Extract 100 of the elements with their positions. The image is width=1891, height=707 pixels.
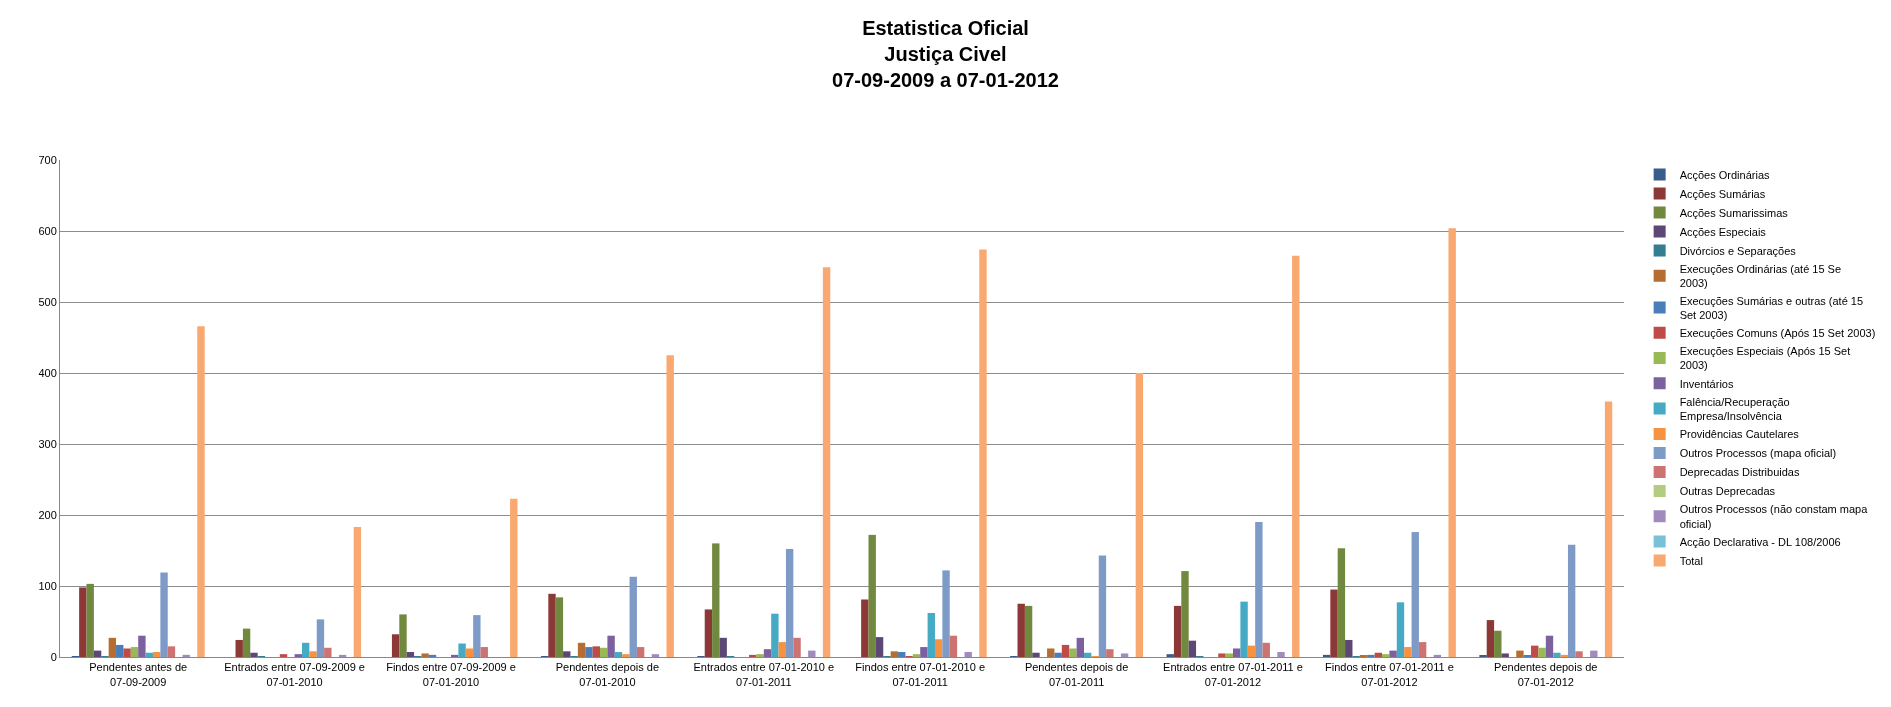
bar [756,654,764,657]
x-tick-label: Entrados entre 07-01-2011 e 07-01-2012 [1163,661,1303,688]
bar [301,642,310,657]
bar [563,651,571,657]
x-tick-label: Pendentes depois de 07-01-2011 [1024,661,1129,688]
bar [1106,649,1114,657]
bar [890,651,899,657]
bar [942,570,950,657]
bar [473,615,481,657]
bar [108,637,117,657]
bar [1262,642,1270,657]
bar [1061,644,1070,657]
bar [1396,602,1405,657]
bar [1516,650,1524,657]
bar [1120,653,1129,657]
legend-label: Total [1679,554,1703,567]
bar [1382,654,1390,657]
x-tick-label: Entrados entre 07-09-2009 e 07-01-2010 [224,661,365,688]
bar [138,635,146,657]
y-tick-label: 600 [38,224,57,237]
bar [1247,645,1256,657]
x-tick-label: Entrados entre 07-01-2010 e 07-01-2011 [693,661,835,688]
bar [861,599,869,657]
bar [614,652,623,657]
bar [1292,255,1300,657]
legend-label: Providências Cautelares [1679,428,1800,441]
bar [771,613,779,657]
bar [465,648,474,657]
bar [130,647,139,657]
bar [1083,652,1092,657]
bar [1604,401,1613,657]
y-tick-label: 500 [38,295,57,308]
bar [480,647,488,657]
bar [875,637,884,657]
bar [324,647,332,657]
bar [309,651,317,657]
bar [1501,653,1509,657]
bar [510,498,518,657]
bar [1225,653,1233,657]
bar [1545,635,1554,657]
bar [607,635,615,657]
bar [235,639,243,657]
bar [1024,605,1033,657]
bar [1448,228,1456,657]
bar [1531,645,1539,657]
legend-label: Execuções Comuns (Após 15 Set 2003) [1679,326,1876,339]
bar [577,642,586,657]
bar [808,650,816,657]
bar [1098,555,1107,657]
bar [1404,647,1412,657]
legend-label: Acções Ordinárias [1679,168,1771,181]
bar [1567,544,1576,657]
bar [1337,548,1346,657]
x-tick-label: Pendentes antes de 07-09-2009 [89,661,188,688]
bar [778,642,786,657]
bar [1255,522,1263,657]
bar [592,646,601,657]
legend-label: Acções Especiais [1679,225,1767,238]
y-tick-label: 0 [50,650,57,663]
y-tick-label: 400 [38,366,57,379]
bar [399,614,407,657]
bar [123,648,131,657]
bar [1218,653,1226,657]
x-tick-label: Findos entre 07-01-2010 e 07-01-2011 [855,661,986,688]
bar [651,654,660,657]
bar [636,647,645,657]
bar [719,637,727,657]
bar [406,652,415,657]
bar [793,637,801,657]
bar [279,654,288,657]
y-tick-label: 100 [38,579,57,592]
bar [585,647,593,657]
bar [1032,652,1040,657]
legend-label: Outros Processos (não constam mapa oficial) [1679,503,1869,530]
bar [1047,648,1055,657]
bar [197,326,205,657]
y-tick-label: 700 [38,153,57,166]
legend-label: Acções Sumárias [1679,187,1766,200]
bar [152,652,161,657]
bar [294,654,302,657]
bar [822,267,831,657]
y-tick-label: 200 [38,508,57,521]
bar [555,597,564,657]
legend-label: Execuções Ordinárias (até 15 Se 2003) [1679,262,1842,290]
bar [1374,652,1383,657]
x-tick-label: Pendentes depois de 07-01-2010 [555,661,660,688]
legend-label: Falência/Recuperação Empresa/Insolvência [1679,395,1790,423]
bar [316,619,325,657]
legend-label: Execuções Especiais (Após 15 Set 2003) [1679,345,1851,372]
bar [920,647,928,657]
bar [1240,601,1248,657]
bar [79,587,87,657]
legend-label: Acção Declarativa - DL 108/2006 [1679,535,1841,548]
bar [458,643,466,657]
bar [1367,654,1375,657]
bar [242,628,251,657]
bar [1330,589,1338,657]
bar [704,609,713,657]
bar [1590,650,1598,657]
bar [1553,652,1561,657]
